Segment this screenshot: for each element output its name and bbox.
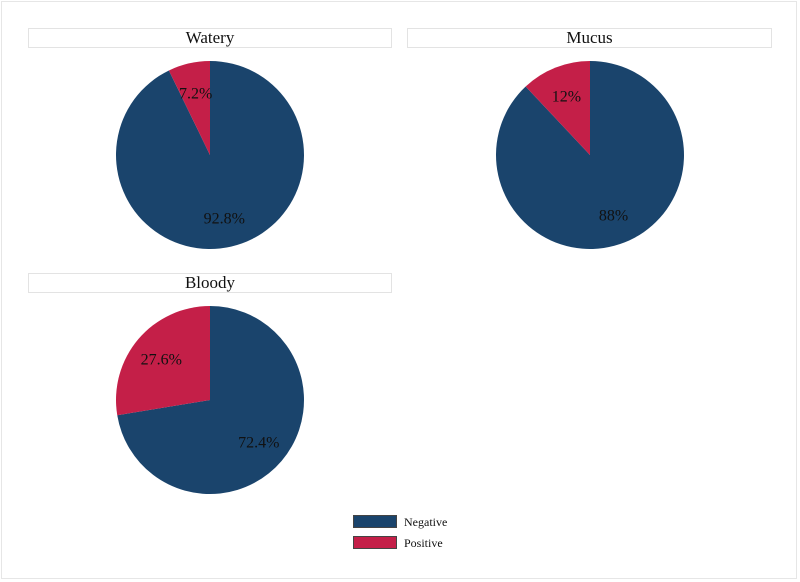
pie-slice-bloody-negative (117, 306, 304, 494)
legend-swatch-positive (353, 536, 397, 549)
panel-title-watery: Watery (28, 28, 392, 48)
panel-title-mucus: Mucus (407, 28, 772, 48)
pie-label-bloody-positive: 27.6% (141, 352, 182, 369)
legend-label-positive: Positive (404, 536, 443, 550)
legend-swatch-negative (353, 515, 397, 528)
panel-title-bloody: Bloody (28, 273, 392, 293)
pie-label-mucus-positive: 12% (552, 89, 581, 106)
pie-slice-mucus-positive (525, 61, 590, 155)
pie-slice-watery-negative (116, 61, 305, 249)
pie-label-bloody-negative: 72.4% (238, 434, 279, 451)
pie-label-watery-positive: 7.2% (179, 86, 212, 103)
pie-label-mucus-negative: 88% (599, 207, 628, 224)
pie-slice-bloody-positive (116, 306, 210, 416)
pie-label-watery-negative: 92.8% (204, 210, 245, 227)
pie-slice-mucus-negative (496, 61, 685, 249)
legend-label-negative: Negative (404, 515, 448, 529)
pie-slice-watery-positive (168, 61, 210, 155)
